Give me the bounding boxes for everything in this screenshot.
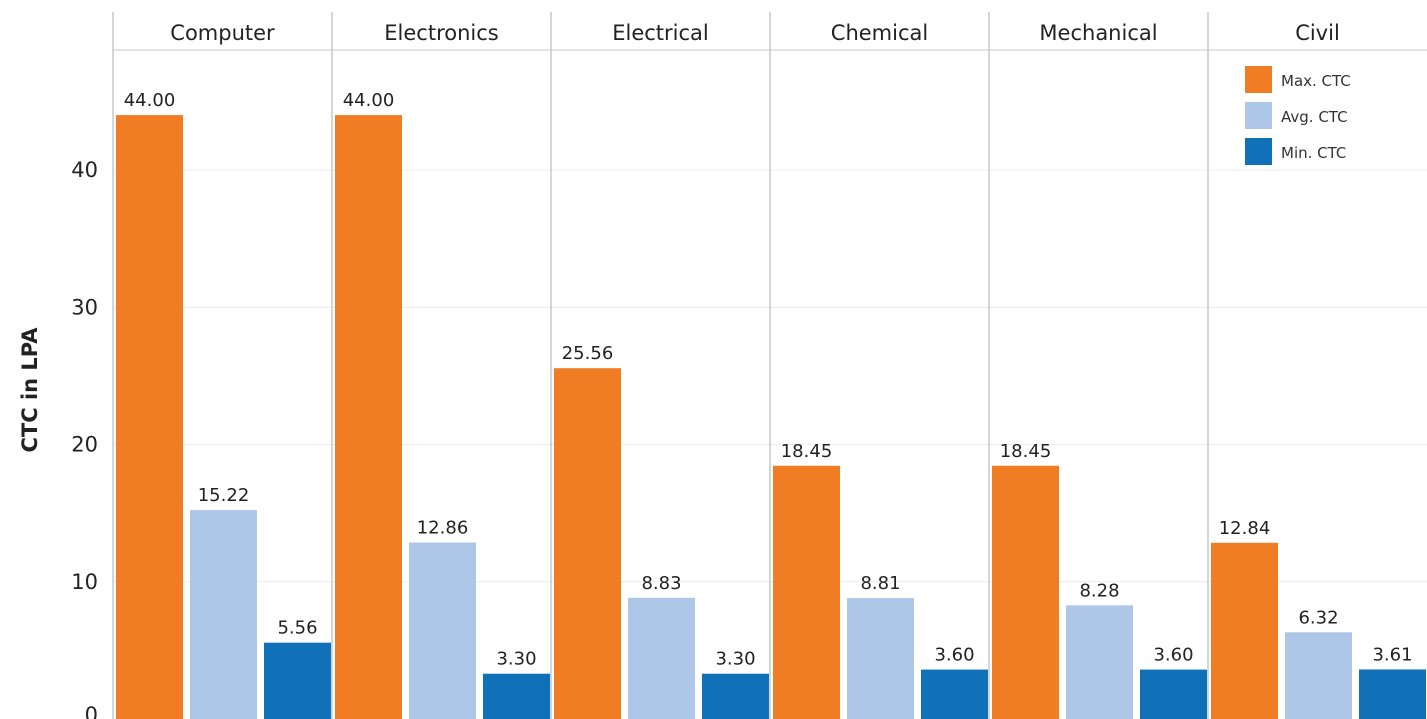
category-label: Mechanical	[1039, 21, 1157, 45]
legend-swatch	[1245, 102, 1272, 129]
y-tick-label: 30	[71, 295, 98, 319]
data-label: 18.45	[1000, 441, 1052, 462]
bar	[1359, 669, 1426, 719]
bar	[483, 673, 550, 719]
bar	[1140, 669, 1207, 719]
bar	[1211, 542, 1278, 719]
y-tick-label: 20	[71, 433, 98, 457]
data-label: 6.32	[1298, 607, 1338, 628]
bar	[921, 669, 988, 719]
legend-label[interactable]: Max. CTC	[1281, 72, 1351, 90]
bar	[847, 598, 914, 719]
bar	[264, 642, 331, 719]
data-label: 3.30	[496, 649, 536, 670]
data-label: 3.60	[1153, 645, 1193, 666]
bar	[335, 115, 402, 719]
value-labels: 44.00 44.00 25.56 18.45 18.45 12.84 15.22 12.86…	[124, 90, 1413, 670]
bar	[992, 465, 1059, 719]
bar	[554, 368, 621, 719]
data-label: 5.56	[277, 618, 317, 639]
y-tick-label: 0	[85, 703, 98, 719]
bar	[628, 597, 695, 719]
data-label: 8.83	[641, 573, 681, 594]
category-headers: Computer Electronics Electrical Chemical Mec…	[170, 21, 1340, 45]
bars	[116, 115, 1426, 719]
data-label: 3.60	[934, 645, 974, 666]
data-label: 12.86	[417, 517, 469, 538]
bar	[702, 673, 769, 719]
category-label: Civil	[1295, 21, 1340, 45]
bar	[116, 115, 183, 719]
legend-swatch	[1245, 66, 1272, 93]
legend-label[interactable]: Avg. CTC	[1281, 108, 1348, 126]
data-label: 8.28	[1079, 580, 1119, 601]
legend-swatch	[1245, 138, 1272, 165]
data-label: 18.45	[781, 441, 833, 462]
data-label: 3.61	[1372, 644, 1412, 665]
y-axis-ticks: 0 10 20 30 40	[71, 158, 98, 719]
data-label: 25.56	[562, 343, 614, 364]
data-label: 12.84	[1219, 518, 1271, 539]
legend[interactable]: Max. CTC Avg. CTC Min. CTC	[1245, 66, 1351, 165]
data-label: 44.00	[124, 90, 176, 111]
data-label: 44.00	[343, 90, 395, 111]
category-label: Electronics	[384, 21, 498, 45]
category-label: Chemical	[831, 21, 928, 45]
category-label: Electrical	[612, 21, 709, 45]
bar	[1066, 605, 1133, 719]
data-label: 15.22	[198, 485, 250, 506]
panel-dividers	[112, 12, 1209, 719]
y-tick-label: 10	[71, 570, 98, 594]
data-label: 8.81	[860, 573, 900, 594]
data-label: 3.30	[715, 649, 755, 670]
legend-label[interactable]: Min. CTC	[1281, 144, 1346, 162]
bar	[190, 510, 257, 719]
bar	[773, 465, 840, 719]
category-label: Computer	[170, 21, 275, 45]
y-tick-label: 40	[71, 158, 98, 182]
bar	[1285, 632, 1352, 719]
bar	[409, 542, 476, 719]
